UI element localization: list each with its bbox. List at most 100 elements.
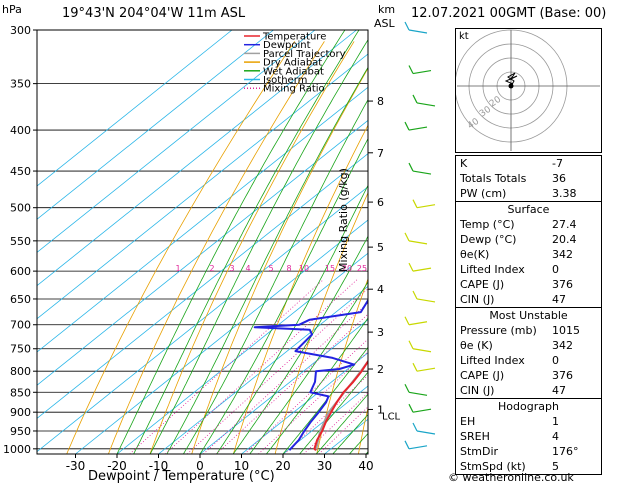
wind-barb <box>408 321 428 326</box>
height-tick-label: 1 <box>377 403 384 416</box>
datetime-label: 12.07.2021 00GMT (Base: 00) <box>411 6 607 21</box>
temperature-tick-label: 20 <box>275 459 290 473</box>
temperature-profile <box>313 359 368 451</box>
dry-adiabat <box>233 124 368 454</box>
height-tick-label: 3 <box>377 326 384 339</box>
mixing-ratio-label: 5 <box>268 264 273 273</box>
surface-row: θe(K) 342 <box>460 248 573 261</box>
pressure-unit-label: hPa <box>2 3 22 16</box>
pressure-tick-label: 650 <box>10 293 31 306</box>
isotherm <box>116 252 368 454</box>
isotherm <box>37 53 368 320</box>
wind-barb <box>416 204 436 209</box>
wind-barb <box>408 445 428 450</box>
isotherm <box>37 30 274 220</box>
wind-barb <box>412 408 432 413</box>
wind-barb <box>412 199 418 208</box>
unstable-row: Lifted Index 0 <box>460 354 559 367</box>
mixing-ratio-line <box>284 374 368 454</box>
mixing-ratio-label: 15 <box>325 264 335 273</box>
dry-adiabat <box>108 41 325 454</box>
index-row: Totals Totals 36 <box>460 172 566 185</box>
index-row: K -7 <box>460 157 563 170</box>
mixing-ratio-line <box>244 338 368 454</box>
mixing-ratio-label: 1 <box>175 264 180 273</box>
wet-adiabat <box>183 98 368 454</box>
hodograph-panel: kt 40 30 20 <box>455 28 602 153</box>
wind-barb <box>412 267 432 272</box>
dry-adiabat <box>274 191 368 454</box>
pressure-tick-label: 1000 <box>3 443 31 456</box>
hodograph-trace <box>504 72 518 87</box>
hodograph-row: StmSpd (kt) 5 <box>460 460 559 473</box>
pressure-tick-label: 850 <box>10 386 31 399</box>
wind-barb <box>404 384 410 393</box>
unstable-row: CIN (J) 47 <box>460 384 566 397</box>
wind-barb <box>416 102 436 107</box>
wind-barb <box>412 94 418 104</box>
dry-adiabat <box>149 41 355 454</box>
mixing-ratio-line <box>216 313 368 454</box>
wind-barb <box>408 126 428 131</box>
mixing-ratio-label: 10 <box>299 264 309 273</box>
surface-row: Dewp (°C) 20.4 <box>460 233 577 246</box>
pressure-tick-label: 750 <box>10 343 31 356</box>
pressure-tick-label: 900 <box>10 406 31 419</box>
pressure-tick-label: 500 <box>10 202 31 215</box>
pressure-tick-label: 400 <box>10 124 31 137</box>
hodograph-unit-label: kt <box>459 31 469 42</box>
pressure-tick-label: 550 <box>10 235 31 248</box>
wet-adiabat <box>166 66 368 454</box>
hodograph-row: EH 1 <box>460 415 559 428</box>
wind-barb <box>416 430 436 435</box>
pressure-tick-label: 950 <box>10 425 31 438</box>
x-axis-title: Dewpoint / Temperature (°C) <box>88 469 275 484</box>
dry-adiabat <box>66 41 296 454</box>
mixing-ratio-label: 20 <box>342 264 352 273</box>
height-tick-label: 6 <box>377 196 384 209</box>
wind-barb <box>412 290 418 300</box>
mixing-ratio-label: 25 <box>357 264 367 273</box>
wind-barb <box>412 362 418 372</box>
wet-adiabat <box>216 184 368 454</box>
legend-label: Mixing Ratio <box>263 84 325 95</box>
pressure-tick-label: 300 <box>10 24 31 37</box>
wind-barb <box>412 348 432 353</box>
isotherm <box>75 219 368 454</box>
temperature-tick-label: 30 <box>317 459 332 473</box>
asl-unit-label: ASL <box>374 17 395 30</box>
isotherm <box>37 86 368 353</box>
wind-barb <box>408 262 414 272</box>
wind-barb <box>404 21 410 31</box>
surface-row: CAPE (J) 376 <box>460 278 573 291</box>
isotherm <box>37 30 233 187</box>
legend-label: Parcel Trajectory <box>263 49 346 60</box>
legend-label: Wet Adiabat <box>263 66 324 77</box>
mixing-ratio-label: 8 <box>286 264 291 273</box>
isotherm <box>37 119 368 386</box>
dry-adiabat <box>316 277 368 454</box>
wind-barb <box>404 316 410 326</box>
wet-adiabat <box>249 281 368 454</box>
pressure-tick-label: 600 <box>10 265 31 278</box>
copyright-label: © weatheronline.co.uk <box>448 471 574 484</box>
wet-adiabat <box>282 346 368 454</box>
temperature-tick-label: 10 <box>234 459 249 473</box>
wind-barb <box>412 170 432 175</box>
temperature-tick-label: 40 <box>358 459 373 473</box>
height-tick-label: 2 <box>377 363 384 376</box>
wet-adiabat <box>149 39 368 454</box>
wind-barb <box>412 69 432 75</box>
wind-barb <box>408 240 428 245</box>
unstable-row: Pressure (mb) 1015 <box>460 324 580 337</box>
dry-adiabat <box>608 41 629 454</box>
dewpoint-profile <box>253 298 368 451</box>
wind-barb <box>416 367 436 372</box>
wet-adiabat <box>116 30 346 454</box>
isotherm <box>241 352 368 454</box>
location-label: 19°43'N 204°04'W 11m ASL <box>62 6 246 21</box>
hodograph-table-title: Hodograph <box>456 398 601 414</box>
hodograph-plot: 40 30 20 <box>456 29 600 151</box>
mixing-ratio-label: 2 <box>209 264 214 273</box>
wind-barb <box>408 65 414 74</box>
